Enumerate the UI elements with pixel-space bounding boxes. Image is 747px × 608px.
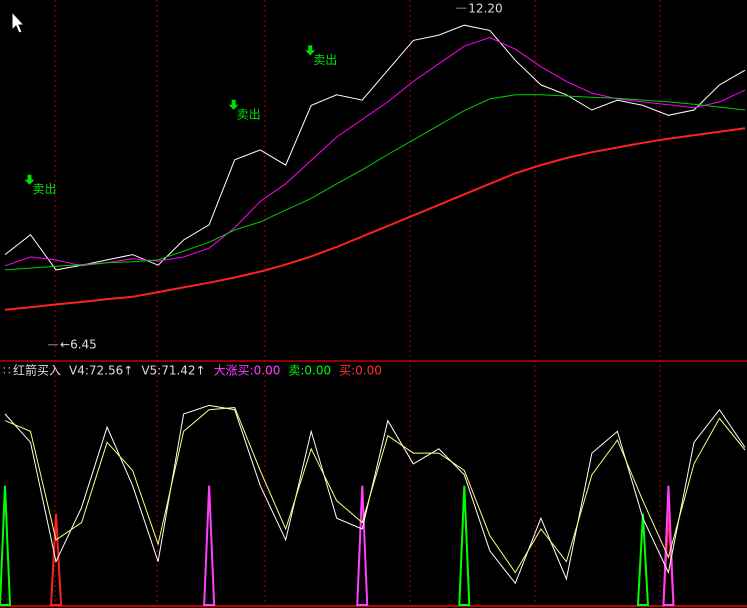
legend-entry: 大涨买:0.00 (214, 363, 281, 378)
signal-spike (203, 485, 216, 606)
series-line (4, 404, 746, 585)
signal-spike (0, 485, 12, 606)
sell-label: 卖出 (33, 182, 57, 196)
signal-spike (458, 485, 471, 606)
legend-entry: 买:0.00 (339, 364, 382, 378)
grid (54, 0, 661, 608)
series-line (4, 406, 746, 574)
sell-label: 卖出 (313, 53, 337, 67)
legend-entry: V5:71.42↑ (141, 364, 205, 378)
legend-entry: V4:72.56↑ (69, 364, 133, 378)
signal-spike (356, 485, 369, 606)
annotation-label: 12.20 (468, 2, 502, 16)
series-line (4, 36, 746, 267)
sell-label: 卖出 (237, 107, 261, 121)
annotation-label: ←6.45 (60, 337, 97, 351)
series-line (4, 24, 746, 271)
cursor (11, 10, 26, 34)
series-line (4, 127, 746, 311)
indicator-title: 红箭买入 (13, 363, 61, 378)
legend-entry: 卖:0.00 (288, 364, 331, 378)
legend-grip: ∷ (3, 364, 11, 378)
sell-arrow (305, 45, 316, 56)
sell-arrow (24, 174, 35, 185)
signal-spike (662, 485, 675, 606)
signal-spike (636, 513, 649, 606)
series-line (4, 94, 746, 271)
sell-arrow (228, 99, 239, 110)
signal-spike (49, 513, 63, 606)
